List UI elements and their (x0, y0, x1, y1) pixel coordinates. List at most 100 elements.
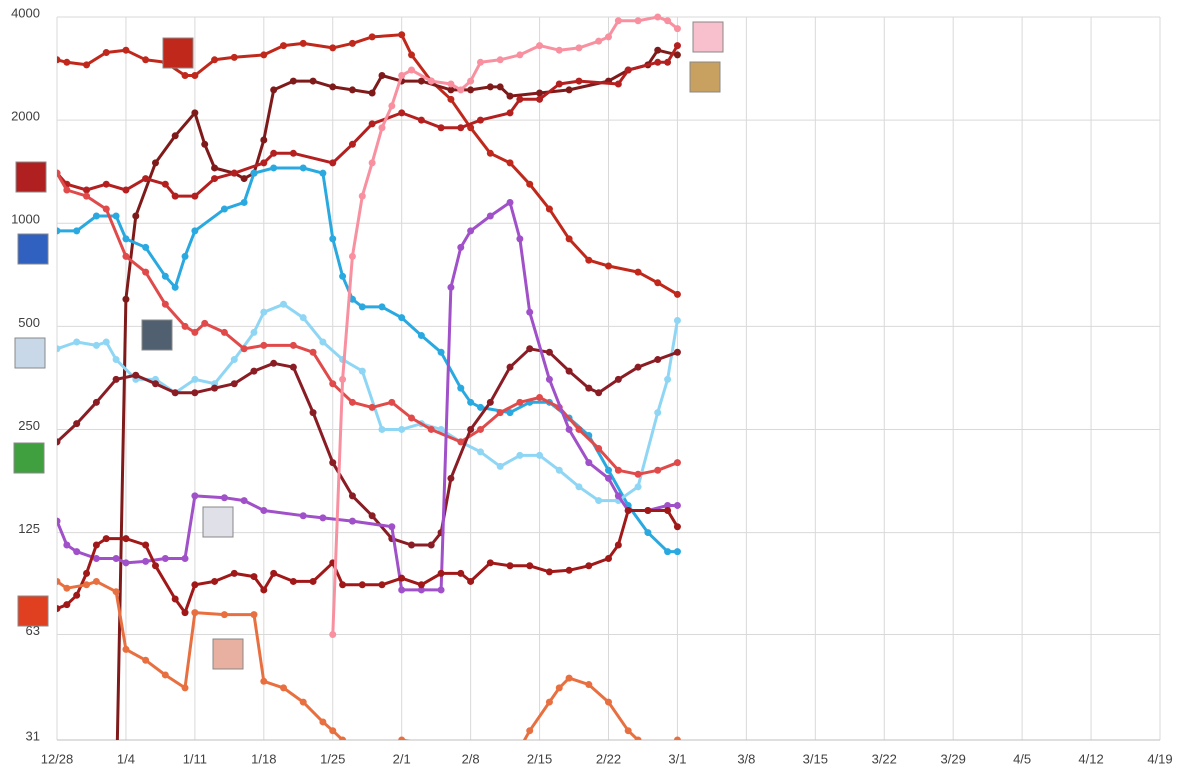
data-point (358, 192, 366, 200)
data-point (437, 586, 445, 594)
series-line (57, 509, 679, 615)
x-tick-label: 1/11 (183, 751, 207, 766)
data-point (634, 17, 642, 25)
data-point (536, 95, 544, 103)
data-point (270, 359, 278, 367)
data-point (112, 356, 120, 364)
data-point (348, 517, 356, 525)
data-point (378, 71, 386, 79)
data-point (57, 438, 61, 446)
data-point (220, 328, 228, 336)
data-point (319, 338, 327, 346)
data-point (102, 49, 110, 57)
data-point (673, 42, 681, 50)
data-point (536, 89, 544, 97)
data-point (83, 581, 91, 589)
data-point (398, 109, 406, 117)
data-point (329, 235, 337, 243)
data-point (368, 159, 376, 167)
y-tick-label: 250 (18, 418, 40, 433)
data-point (348, 140, 356, 148)
data-point (673, 736, 681, 740)
data-point (122, 295, 130, 303)
data-point (191, 492, 199, 500)
data-point (309, 577, 317, 585)
data-point (142, 175, 150, 183)
data-point (673, 290, 681, 298)
data-point (486, 212, 494, 220)
x-tick-label: 2/1 (393, 751, 411, 766)
data-point (151, 159, 159, 167)
data-point (516, 95, 524, 103)
data-point (437, 124, 445, 132)
data-point (329, 727, 337, 735)
series-line (57, 347, 678, 547)
data-point (595, 444, 603, 452)
data-point (122, 46, 130, 54)
icon (14, 337, 46, 369)
data-point (280, 42, 288, 50)
y-tick-label: 4000 (11, 5, 40, 20)
data-point (408, 51, 416, 59)
data-point (654, 409, 662, 417)
data-point (614, 80, 622, 88)
data-point (309, 77, 317, 85)
data-point (614, 541, 622, 549)
data-point (585, 562, 593, 570)
data-point (417, 586, 425, 594)
data-point (240, 198, 248, 206)
data-point (457, 438, 465, 446)
data-point (142, 56, 150, 64)
data-point (181, 684, 189, 692)
data-point (319, 514, 327, 522)
data-point (63, 186, 71, 194)
data-point (181, 555, 189, 563)
data-point (250, 573, 258, 581)
data-point (408, 66, 416, 74)
data-point (260, 506, 268, 514)
data-point (447, 474, 455, 482)
data-point (57, 56, 61, 64)
data-point (57, 345, 61, 353)
data-point (230, 380, 238, 388)
data-point (122, 645, 130, 653)
y-tick-label: 1000 (11, 212, 40, 227)
icon (15, 161, 47, 193)
data-point (624, 506, 632, 514)
data-point (102, 535, 110, 543)
data-point (191, 375, 199, 383)
data-point (57, 227, 61, 235)
data-point (595, 37, 603, 45)
data-point (289, 77, 297, 85)
data-point (654, 356, 662, 364)
data-point (378, 303, 386, 311)
x-tick-label: 4/12 (1078, 751, 1103, 766)
data-point (57, 605, 61, 613)
data-point (644, 752, 651, 759)
data-point (260, 308, 268, 316)
data-point (486, 398, 494, 406)
data-point (181, 322, 189, 330)
data-point (250, 367, 258, 375)
data-point (112, 588, 120, 596)
data-point (398, 736, 406, 740)
data-point (348, 39, 356, 47)
y-tick-label: 31 (26, 728, 40, 743)
data-point (73, 227, 81, 235)
data-point (457, 124, 465, 132)
data-point (211, 164, 219, 172)
data-point (565, 235, 573, 243)
data-point (398, 425, 406, 433)
data-point (388, 398, 396, 406)
data-point (191, 609, 199, 617)
data-point (319, 718, 327, 726)
data-point (171, 132, 179, 140)
data-point (476, 425, 484, 433)
data-point (250, 328, 258, 336)
data-point (476, 448, 484, 456)
data-point (486, 559, 494, 567)
data-point (240, 345, 248, 353)
data-point (447, 283, 455, 291)
data-point (545, 205, 553, 213)
data-point (73, 548, 81, 556)
